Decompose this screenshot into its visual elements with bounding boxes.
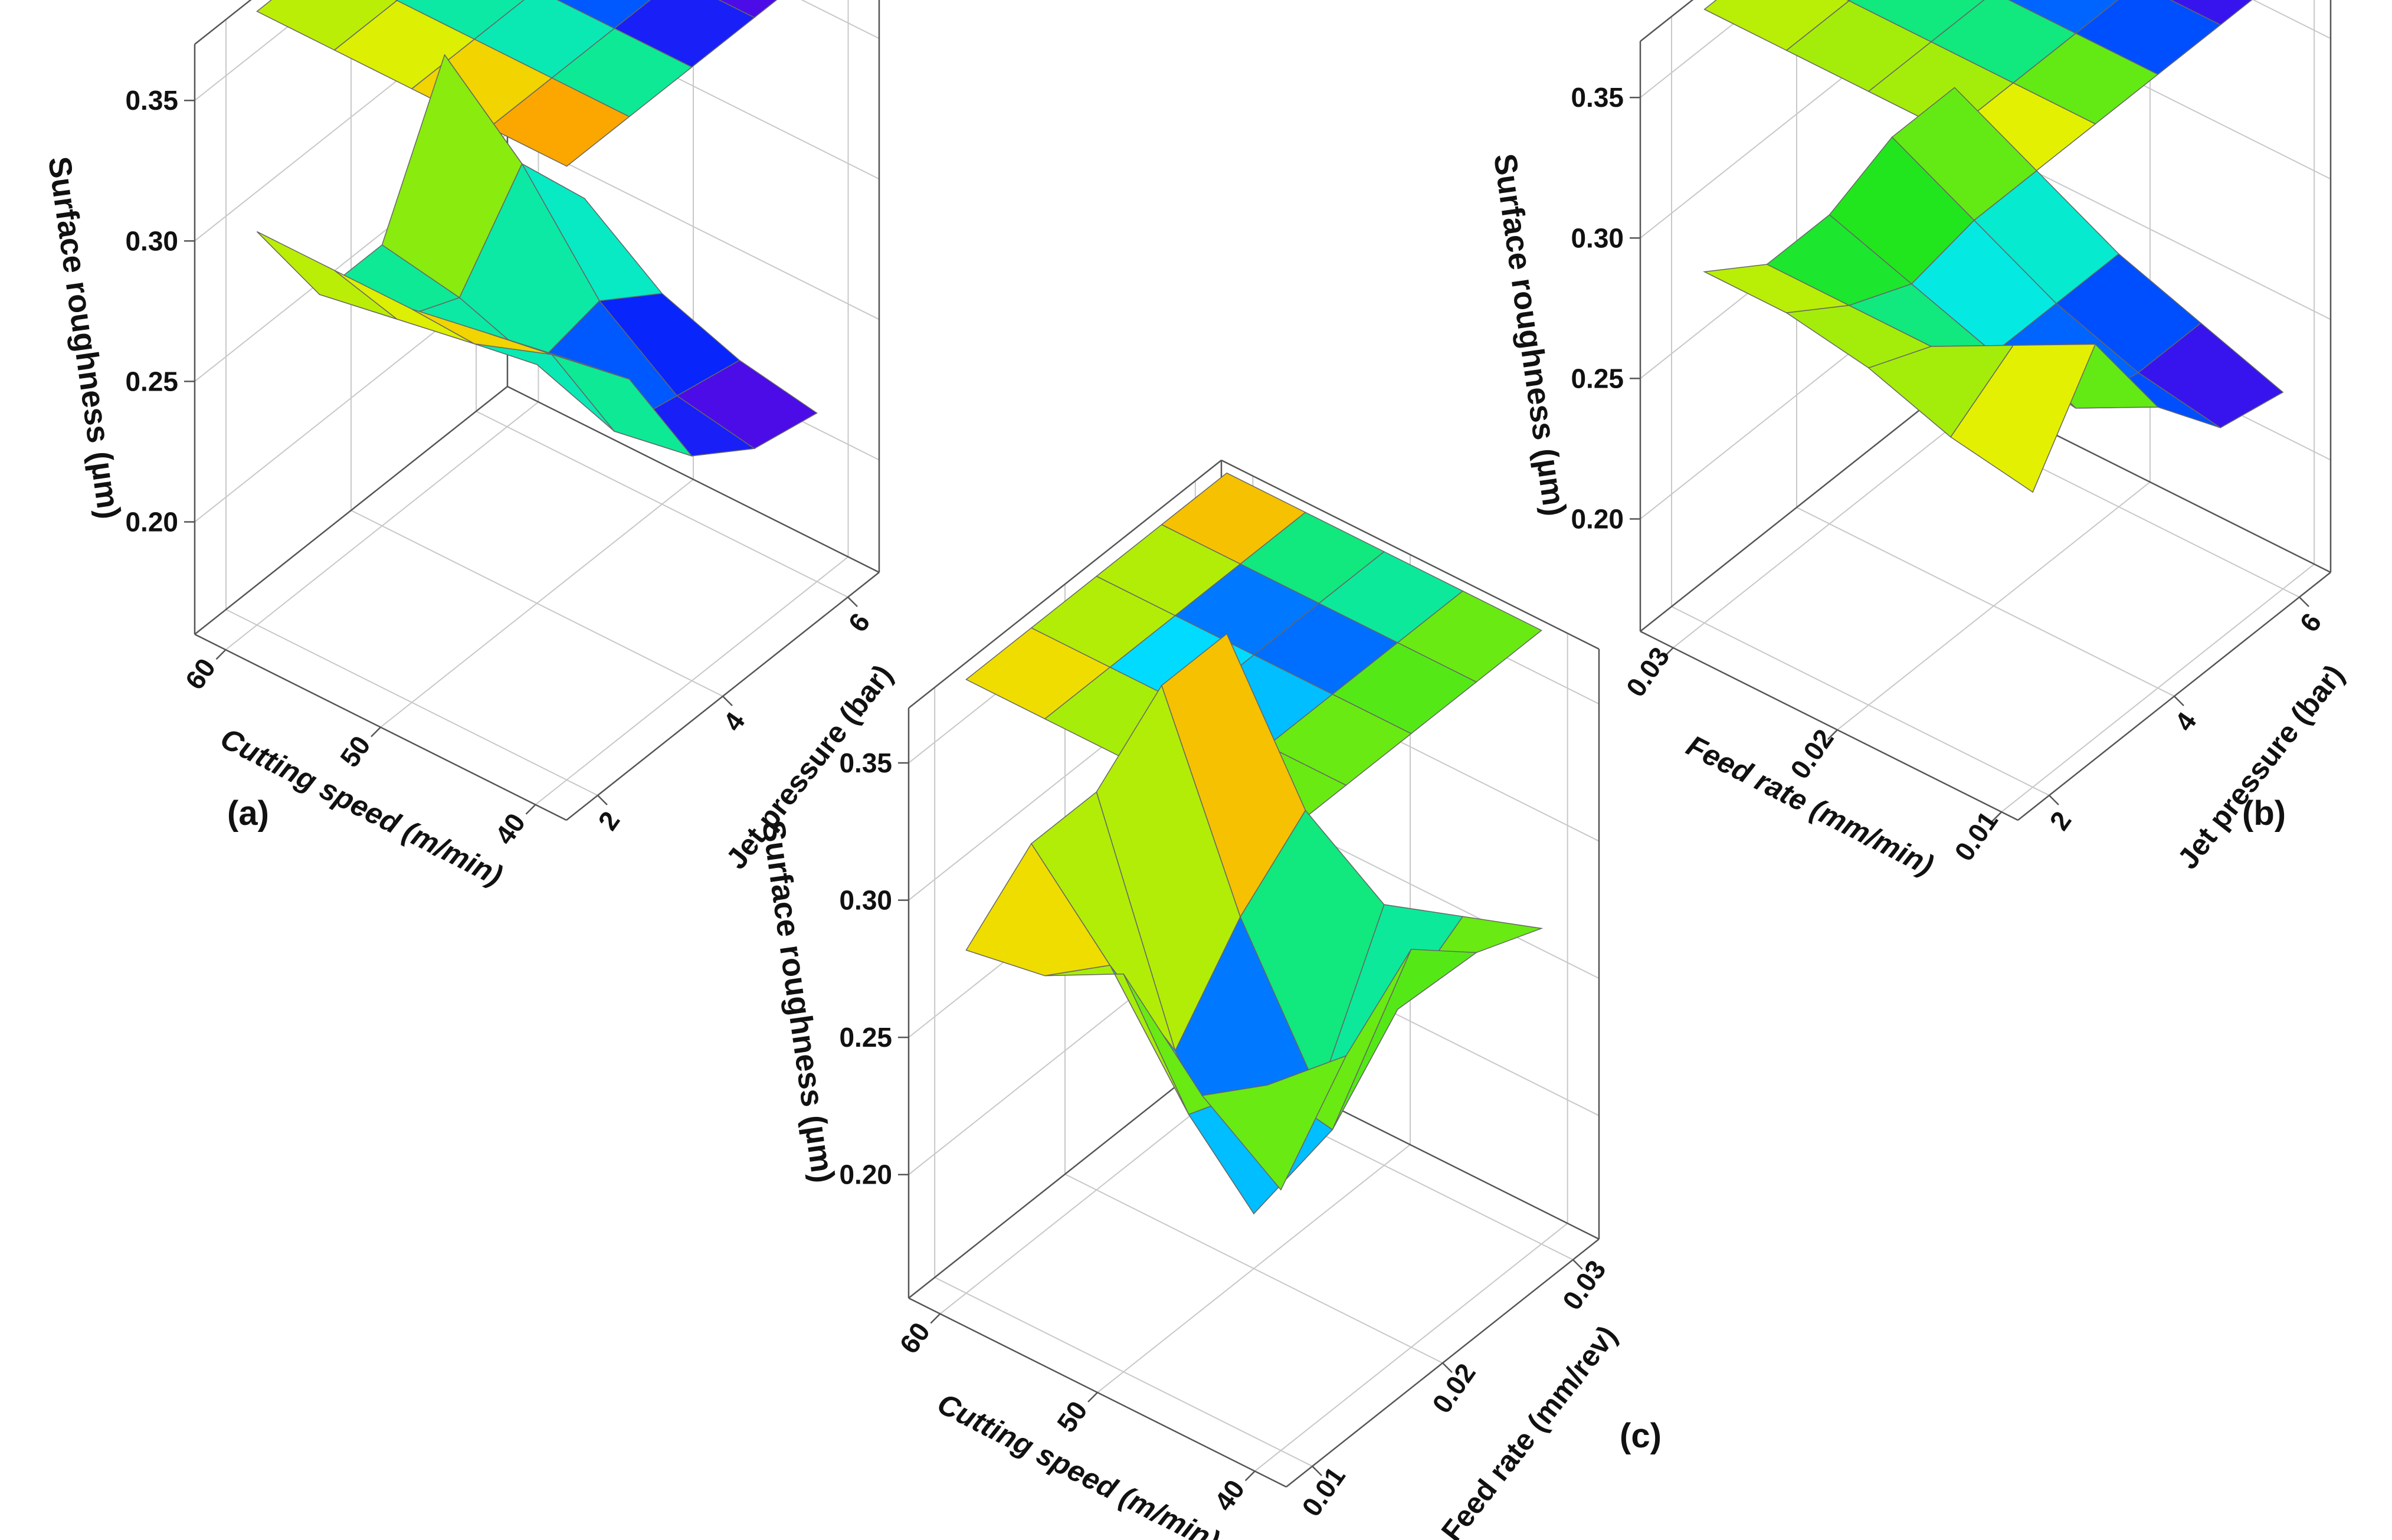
z-tick-label: 0.20 — [839, 1159, 892, 1190]
x-tick-mark — [371, 726, 381, 738]
surface-cell — [489, 333, 630, 380]
y-gridline-floor — [476, 411, 848, 598]
z-tick-label: 0.25 — [125, 366, 178, 397]
surface — [1703, 87, 2284, 493]
x-tick-label: 40 — [1208, 1474, 1251, 1516]
y-tick-label: 6 — [842, 607, 876, 637]
y-tick-mark — [2299, 597, 2309, 607]
projection-cell — [2170, 0, 2253, 25]
y-tick-label: 4 — [2168, 706, 2203, 736]
x-tick-label: 40 — [489, 808, 531, 850]
y-tick-label: 2 — [2043, 805, 2077, 835]
x-tick-mark — [930, 1313, 941, 1324]
z-gridline-right-wall — [801, 0, 880, 40]
y-tick-mark — [847, 597, 858, 607]
contour-projection — [256, 0, 778, 167]
z-axis-title: Surface roughness (µm) — [755, 818, 841, 1185]
y-gridline-floor — [225, 609, 598, 796]
x-tick-label: 0.01 — [1948, 805, 2004, 866]
y-tick-label: 0.03 — [1557, 1254, 1612, 1315]
z-tick-label: 0.35 — [1571, 82, 1624, 113]
z-axis-title: Surface roughness (µm) — [41, 155, 127, 522]
z-tick-label: 0.30 — [839, 885, 892, 916]
x-tick-mark — [1663, 647, 1674, 658]
y-tick-mark — [1572, 1259, 1583, 1270]
x-tick-label: 50 — [334, 730, 376, 772]
y-tick-label: 4 — [717, 706, 751, 736]
y-gridline-floor — [1064, 1174, 1443, 1364]
box-edge — [194, 386, 508, 635]
surface — [256, 54, 818, 457]
panel-b-label: (b) — [2242, 794, 2286, 833]
box-edge — [194, 0, 252, 45]
z-tick-label: 0.20 — [1571, 504, 1624, 535]
x-tick-label: 0.02 — [1784, 723, 1840, 784]
y-tick-label: 0.02 — [1426, 1358, 1482, 1418]
y-tick-label: 6 — [2293, 607, 2327, 637]
x-tick-mark — [1087, 1392, 1098, 1403]
surface-cell — [1949, 343, 2096, 493]
z-axis-title: Surface roughness (µm) — [1487, 152, 1573, 519]
z-tick-label: 0.30 — [1571, 222, 1624, 253]
x-tick-mark — [525, 804, 536, 815]
box-edge — [908, 1050, 1222, 1299]
x-tick-label: 50 — [1051, 1395, 1093, 1438]
x-tick-label: 60 — [179, 653, 221, 695]
x-tick-label: 0.03 — [1620, 641, 1676, 702]
z-tick-label: 0.35 — [839, 748, 892, 778]
z-tick-label: 0.25 — [839, 1022, 892, 1053]
z-gridline-right-wall — [2252, 0, 2331, 40]
z-gridline-left-wall — [1640, 0, 1765, 99]
box-edge — [1640, 630, 2019, 821]
y-tick-mark — [2049, 795, 2059, 805]
box-edge — [1640, 383, 1954, 632]
surface-cell — [1201, 1055, 1347, 1191]
y-tick-mark — [1312, 1466, 1323, 1476]
y-gridline-floor — [1796, 507, 2175, 697]
projection-cell — [718, 0, 778, 18]
y-gridline-floor — [934, 1277, 1313, 1467]
z-tick-label: 0.35 — [125, 85, 178, 116]
box-edge — [908, 460, 1222, 709]
y-axis-title: Jet pressure (bar) — [2171, 658, 2351, 875]
x-tick-mark — [1991, 811, 2003, 822]
y-gridline-floor — [350, 510, 723, 697]
z-tick-label: 0.25 — [1571, 363, 1624, 394]
x-tick-mark — [1244, 1470, 1256, 1482]
y-tick-label: 2 — [592, 805, 625, 835]
contour-projection — [1703, 0, 2253, 174]
box-edge — [507, 385, 880, 574]
x-tick-mark — [1827, 729, 1838, 740]
y-gridline-floor — [1671, 606, 2050, 796]
z-tick-label: 0.20 — [125, 507, 178, 538]
projection-cell — [488, 77, 630, 167]
x-tick-mark — [215, 649, 227, 660]
y-tick-mark — [722, 696, 733, 706]
panel-c-label: (c) — [1620, 1417, 1662, 1455]
box-edge — [1221, 459, 1600, 650]
y-tick-mark — [1442, 1362, 1453, 1373]
x-tick-label: 60 — [893, 1317, 936, 1359]
y-tick-label: 0.01 — [1296, 1461, 1351, 1522]
y-tick-mark — [2174, 696, 2184, 706]
z-gridline-left-wall — [194, 0, 323, 101]
panel-a-label: (a) — [227, 794, 269, 833]
surface — [965, 633, 1544, 1215]
contour-projection — [965, 472, 1542, 838]
y-axis-title: Feed rate (mm/rev) — [1435, 1319, 1624, 1540]
y-tick-mark — [597, 795, 608, 805]
panel-c-chart: 0.200.250.300.354050600.010.020.03Cuttin… — [755, 459, 1624, 1540]
z-tick-label: 0.30 — [125, 225, 178, 256]
